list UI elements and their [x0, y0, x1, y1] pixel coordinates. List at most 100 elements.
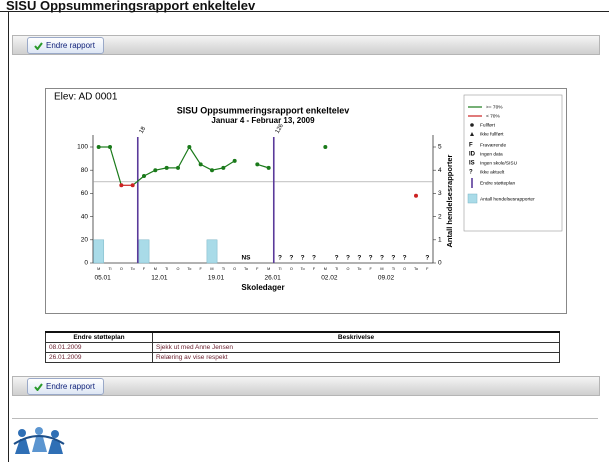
x-tick-label: To	[414, 267, 418, 271]
x-tick-label: O	[347, 267, 350, 271]
y2-axis-label: Antall hendelsesrapporter	[445, 154, 454, 247]
y-tick-label: 20	[81, 237, 89, 244]
edit-report-button[interactable]: Endre rapport	[27, 378, 104, 395]
chart-subtitle: Januar 4 - Februar 13, 2009	[211, 116, 315, 125]
status-label: ?	[312, 255, 316, 262]
data-point	[210, 168, 214, 173]
x-axis-label: Skoledager	[241, 283, 284, 292]
x-tick-label: To	[301, 267, 305, 271]
week-label: 26.01	[265, 275, 282, 282]
x-tick-label: F	[143, 267, 146, 271]
data-point	[323, 145, 328, 149]
legend-symbol: IS	[469, 161, 475, 167]
chart: Elev: AD 0001 SISU Oppsummeringsrapport e…	[45, 88, 567, 314]
data-point	[176, 165, 180, 170]
legend-label: < 70%	[486, 113, 500, 119]
x-tick-label: Ti	[165, 267, 168, 271]
legend-symbol: ID	[469, 152, 476, 158]
status-label: ?	[335, 255, 339, 262]
incident-bar	[93, 239, 105, 264]
x-tick-label: To	[187, 267, 191, 271]
data-point	[153, 168, 158, 173]
separator	[12, 418, 598, 419]
student-label: Elev: AD 0001	[54, 92, 118, 103]
y2-tick-label: 3	[438, 190, 442, 197]
legend-label: Antall hendelsesrapporter	[480, 196, 535, 202]
x-tick-label: F	[370, 267, 373, 271]
data-point	[119, 183, 124, 188]
toolbar: Endre rapport	[12, 376, 600, 396]
status-label: NS	[241, 255, 251, 262]
y2-tick-label: 4	[438, 167, 442, 174]
legend-swatch	[470, 132, 474, 136]
y-tick-label: 0	[84, 260, 88, 267]
toolbar: Endre rapport	[12, 35, 600, 55]
status-label: ?	[346, 255, 350, 262]
status-label: ?	[391, 255, 395, 262]
header-cell: Beskrivelse	[152, 331, 560, 343]
x-tick-label: O	[177, 267, 180, 271]
x-tick-label: Ti	[278, 267, 281, 271]
y2-tick-label: 5	[438, 144, 442, 151]
week-label: 12.01	[151, 275, 168, 282]
cell: 26.01.2009	[45, 352, 153, 363]
line-segment	[200, 163, 213, 171]
data-point	[96, 145, 101, 149]
x-tick-label: O	[290, 267, 293, 271]
x-tick-label: F	[426, 267, 429, 271]
plan-change-label: 126	[275, 123, 286, 135]
x-tick-label: M	[324, 267, 327, 271]
data-point	[255, 162, 260, 167]
check-icon	[34, 41, 43, 50]
x-tick-label: M	[97, 267, 100, 271]
y-tick-label: 60	[81, 190, 89, 197]
x-tick-label: Ti	[222, 267, 225, 271]
status-label: ?	[301, 255, 305, 262]
y-tick-label: 80	[81, 167, 89, 174]
legend-swatch	[467, 193, 478, 204]
y2-tick-label: 1	[438, 237, 442, 244]
week-label: 09.02	[378, 275, 395, 282]
data-point	[266, 165, 271, 170]
legend-box	[463, 94, 563, 232]
x-tick-label: To	[131, 267, 135, 271]
x-tick-label: M	[210, 267, 213, 271]
week-label: 05.01	[95, 275, 112, 282]
incident-bar	[138, 239, 150, 264]
frame-line	[0, 11, 609, 12]
x-tick-label: To	[357, 267, 361, 271]
legend-swatch	[470, 123, 474, 127]
x-tick-label: F	[256, 267, 259, 271]
x-tick-label: F	[200, 267, 203, 271]
x-tick-label: O	[403, 267, 406, 271]
data-point	[108, 145, 112, 149]
y2-tick-label: 0	[438, 260, 442, 267]
status-label: ?	[369, 255, 373, 262]
header-cell: Endre støtteplan	[45, 331, 153, 343]
cell: Relæring av vise respekt	[152, 352, 560, 363]
logo	[13, 427, 65, 454]
legend-symbol: F	[469, 143, 473, 149]
y-tick-label: 100	[77, 144, 88, 151]
data-point	[198, 162, 203, 167]
cell: 08.01.2009	[45, 342, 153, 353]
line-segment	[109, 146, 122, 186]
edit-report-button[interactable]: Endre rapport	[27, 37, 104, 54]
line-segment	[223, 160, 235, 169]
x-tick-label: O	[233, 267, 236, 271]
data-point	[414, 193, 418, 198]
x-tick-label: M	[380, 267, 383, 271]
status-label: ?	[380, 255, 384, 262]
legend-label: Ikke aktuelt	[480, 169, 505, 175]
legend-label: >= 70%	[486, 104, 503, 110]
legend-label: Ikke fullført	[480, 131, 504, 137]
legend-label: Ingen skole/SISU	[480, 160, 518, 166]
data-point	[187, 145, 192, 149]
legend-label: Ingen data	[480, 151, 503, 157]
legend-label: Endre støtteplan	[480, 180, 516, 186]
page-title: SISU Oppsummeringsrapport enkeltelev	[6, 0, 256, 13]
status-label: ?	[289, 255, 293, 262]
table-row: 08.01.2009 Sjekk ut med Anne Jensen	[45, 342, 560, 353]
legend-symbol: ?	[469, 170, 473, 176]
